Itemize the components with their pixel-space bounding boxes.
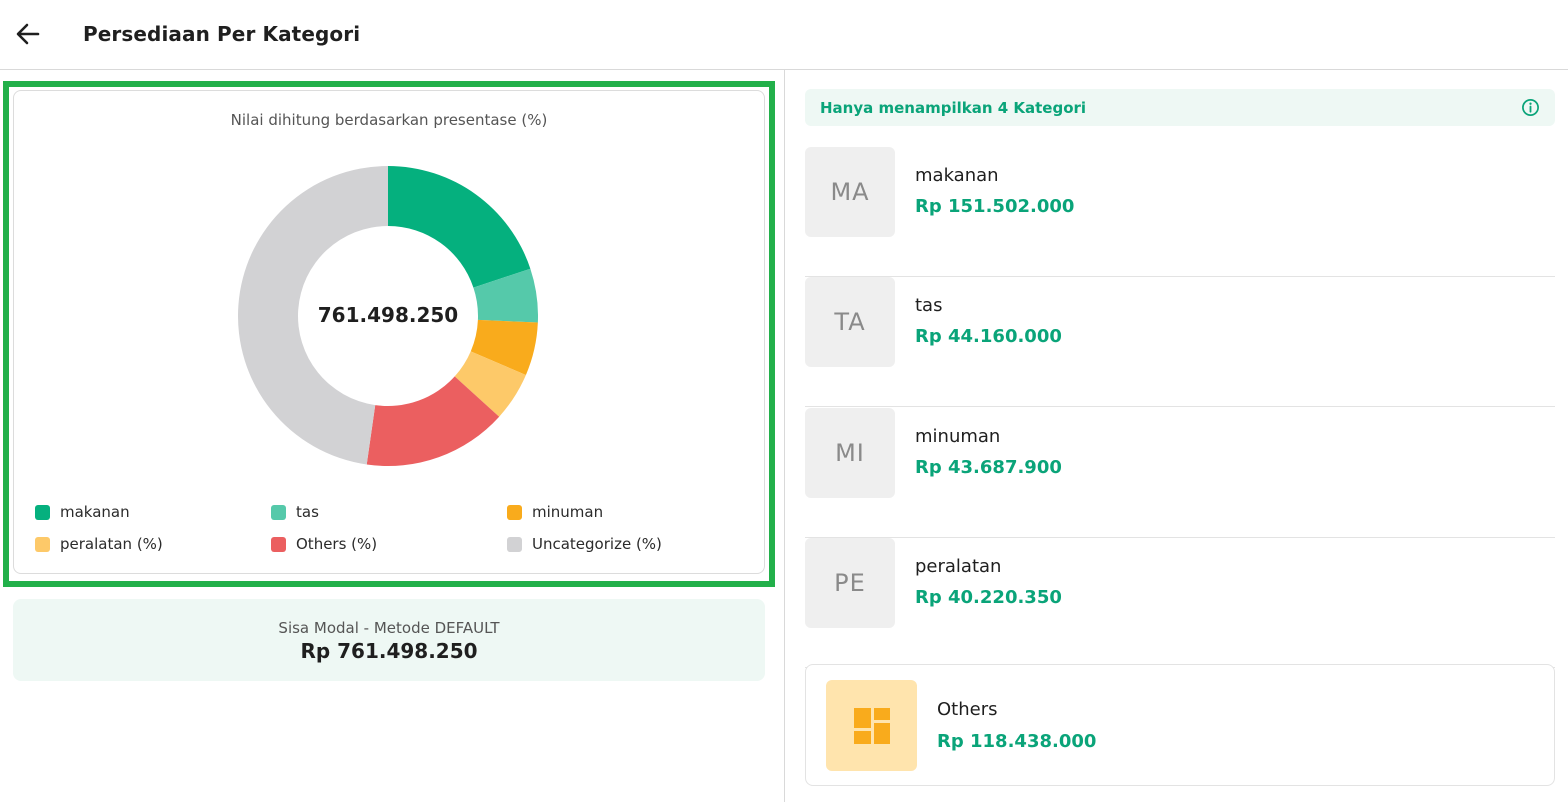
legend-label: peralatan (%) (60, 535, 163, 553)
category-name: peralatan (915, 556, 1002, 577)
category-avatar: PE (805, 538, 895, 628)
remaining-capital-label: Sisa Modal - Metode DEFAULT (278, 619, 500, 637)
arrow-left-icon (16, 23, 40, 45)
donut-slice-makanan[interactable] (388, 166, 531, 288)
page-title: Persediaan Per Kategori (83, 22, 361, 46)
app-header: Persediaan Per Kategori (0, 0, 1568, 70)
info-icon[interactable] (1521, 98, 1540, 117)
legend-item-others[interactable]: Others (%) (271, 534, 377, 554)
legend-swatch (271, 536, 286, 552)
legend-item-tas[interactable]: tas (271, 502, 319, 522)
legend-label: minuman (532, 503, 604, 521)
info-banner-text: Hanya menampilkan 4 Kategori (820, 99, 1087, 117)
category-row-minuman[interactable]: MI minuman Rp 43.687.900 (805, 408, 1555, 538)
category-value: Rp 151.502.000 (915, 196, 1075, 217)
legend-item-peralatan[interactable]: peralatan (%) (35, 534, 163, 554)
donut-slice-minuman[interactable] (470, 319, 538, 375)
category-name: makanan (915, 165, 999, 186)
others-icon-box (826, 680, 917, 771)
category-avatar: MA (805, 147, 895, 237)
category-row-makanan[interactable]: MA makanan Rp 151.502.000 (805, 147, 1555, 277)
others-card[interactable]: Others Rp 118.438.000 (805, 664, 1555, 786)
legend-item-makanan[interactable]: makanan (35, 502, 130, 522)
dashboard-grid-icon (853, 707, 890, 744)
others-name: Others (937, 699, 998, 720)
legend-swatch (35, 504, 50, 520)
legend-label: Others (%) (296, 535, 378, 553)
row-divider (805, 406, 1555, 407)
legend-swatch (507, 504, 522, 520)
category-value: Rp 44.160.000 (915, 326, 1062, 347)
row-divider (805, 537, 1555, 538)
column-divider (784, 70, 785, 802)
chart-card: Nilai dihitung berdasarkan presentase (%… (13, 90, 765, 574)
legend-label: Uncategorize (%) (532, 535, 662, 553)
legend-item-minuman[interactable]: minuman (507, 502, 603, 522)
category-avatar: MI (805, 408, 895, 498)
category-row-peralatan[interactable]: PE peralatan Rp 40.220.350 (805, 538, 1555, 668)
legend-item-uncategorize[interactable]: Uncategorize (%) (507, 534, 662, 554)
back-button[interactable] (14, 20, 42, 48)
donut-slice-uncategorize[interactable] (238, 166, 388, 465)
category-avatar: TA (805, 277, 895, 367)
legend-swatch (35, 536, 50, 552)
donut-chart (238, 166, 538, 466)
category-row-tas[interactable]: TA tas Rp 44.160.000 (805, 277, 1555, 407)
chart-caption: Nilai dihitung berdasarkan presentase (%… (230, 111, 548, 129)
donut-slice-peralatan[interactable] (454, 351, 526, 417)
others-value: Rp 118.438.000 (937, 731, 1097, 752)
legend-swatch (271, 504, 286, 520)
donut-slice-tas[interactable] (473, 268, 538, 323)
donut-slice-others[interactable] (366, 376, 500, 466)
remaining-capital-card: Sisa Modal - Metode DEFAULT Rp 761.498.2… (13, 599, 765, 681)
chart-center-value: 761.498.250 (317, 303, 459, 327)
legend-label: makanan (60, 503, 130, 521)
chart-highlight-frame (3, 81, 775, 587)
category-name: minuman (915, 426, 1001, 447)
legend-label: tas (296, 503, 319, 521)
category-value: Rp 40.220.350 (915, 587, 1062, 608)
legend-swatch (507, 536, 522, 552)
remaining-capital-value: Rp 761.498.250 (300, 639, 478, 663)
category-name: tas (915, 295, 943, 316)
info-banner: Hanya menampilkan 4 Kategori (805, 89, 1555, 126)
category-value: Rp 43.687.900 (915, 457, 1062, 478)
row-divider (805, 276, 1555, 277)
